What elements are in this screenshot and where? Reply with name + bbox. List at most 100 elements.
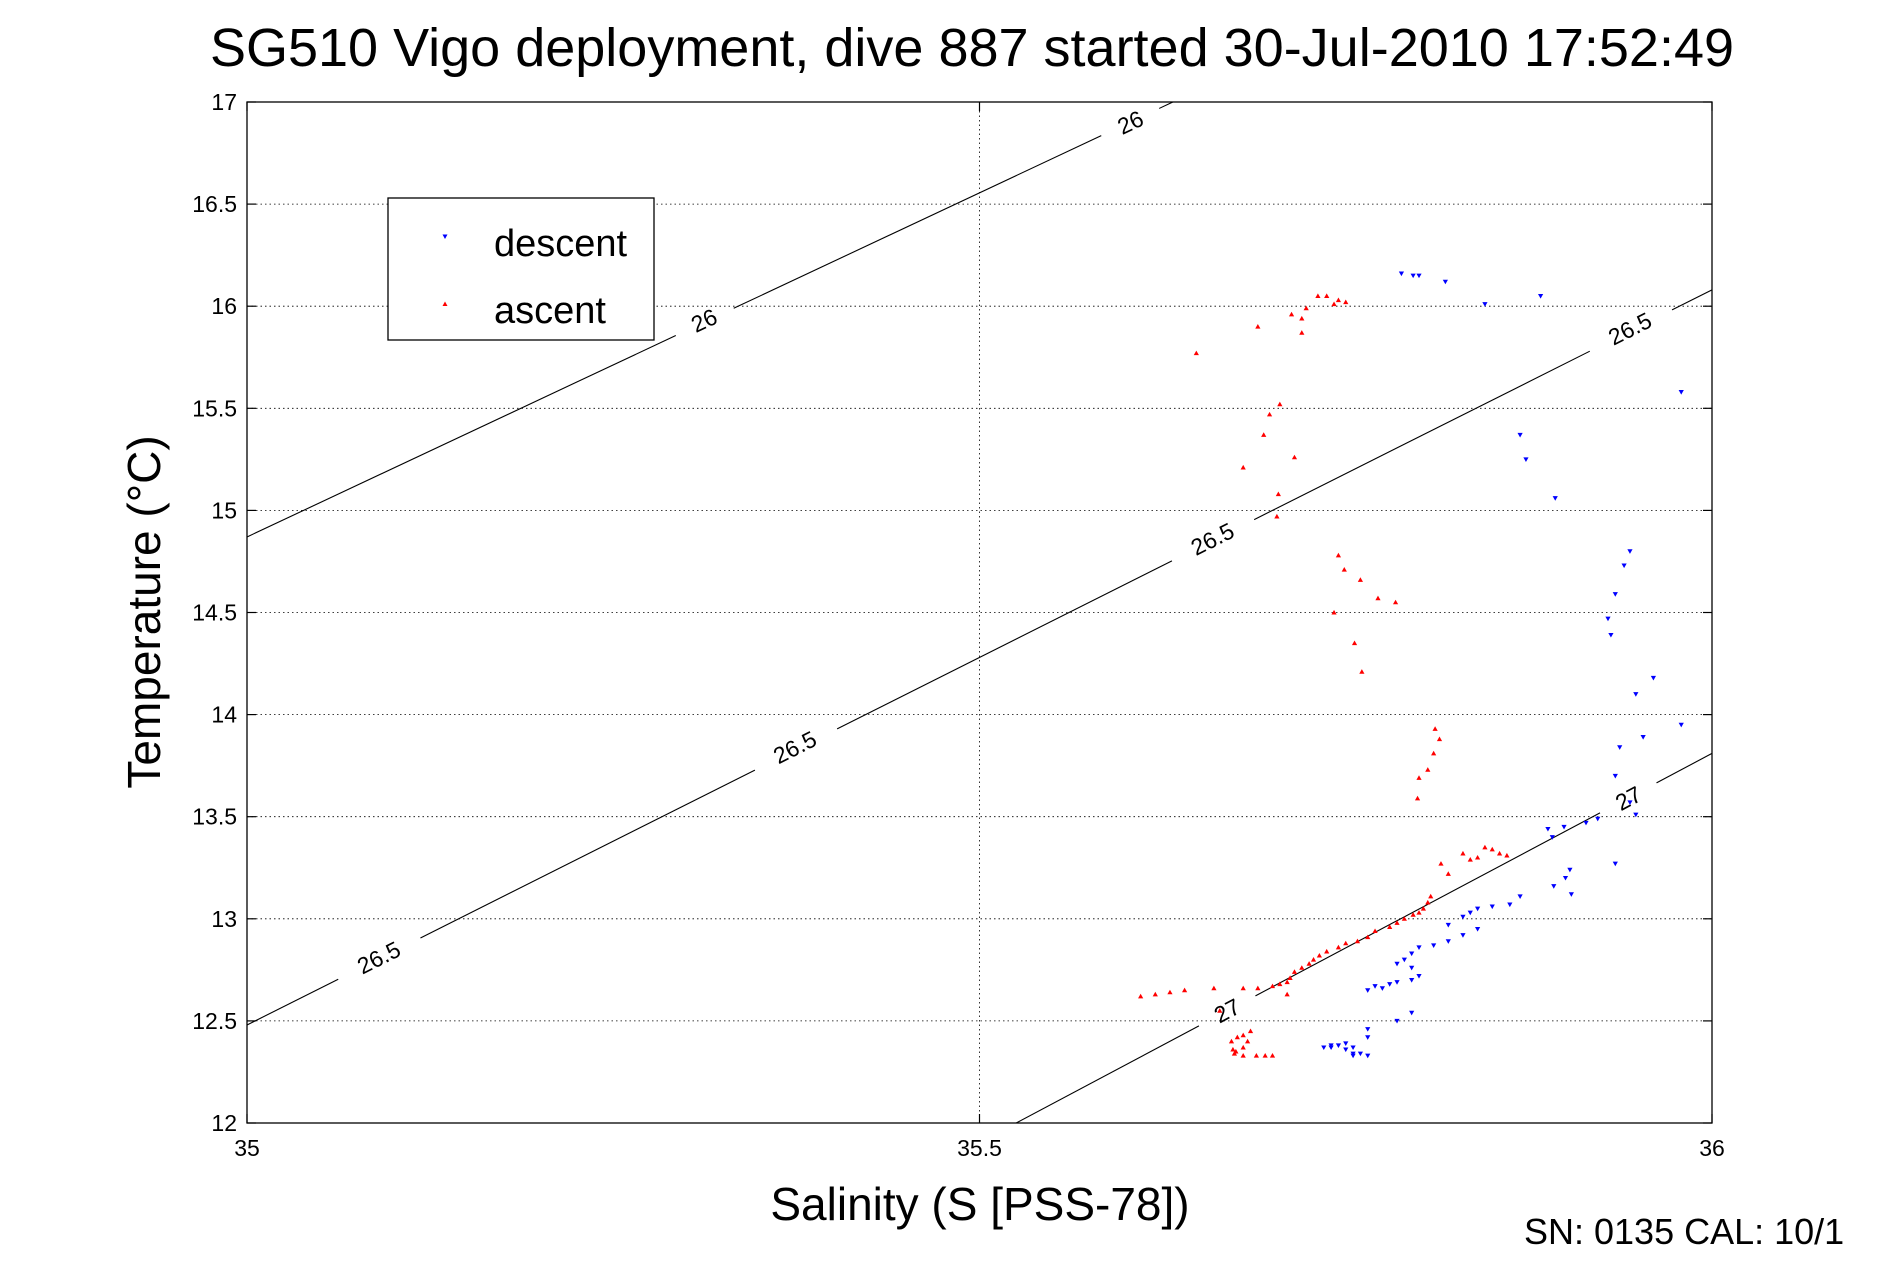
ascent-point <box>1489 846 1495 852</box>
descent-point <box>1627 549 1633 554</box>
ascent-point <box>1354 938 1361 944</box>
chart-title: SG510 Vigo deployment, dive 887 started … <box>210 18 1734 78</box>
x-axis-label: Salinity (S [PSS-78]) <box>770 1178 1189 1230</box>
ascent-point <box>1392 599 1399 605</box>
ascent-point <box>1261 432 1267 437</box>
descent-point <box>1460 933 1466 938</box>
contour-label: 27 <box>1611 781 1646 816</box>
descent-point <box>1394 961 1400 967</box>
contour-line-segment <box>246 335 677 538</box>
descent-point <box>1445 922 1451 928</box>
ascent-point <box>1394 920 1400 925</box>
contour-label: 26.5 <box>769 726 821 769</box>
y-tick-label: 15 <box>211 497 237 523</box>
contour-label: 26.5 <box>1604 307 1656 350</box>
ascent-point <box>1288 311 1295 317</box>
ascent-point <box>1496 850 1503 856</box>
descent-point <box>1640 735 1646 740</box>
descent-point <box>1365 1027 1371 1032</box>
ascent-point <box>1291 454 1298 460</box>
ascent-point <box>1240 985 1246 991</box>
legend-ascent-marker <box>442 301 448 306</box>
descent-point <box>1394 980 1400 985</box>
ascent-point <box>1387 924 1393 929</box>
descent-point <box>1409 965 1415 971</box>
footer-serial-cal: SN: 0135 CAL: 10/1 <box>1524 1211 1844 1252</box>
descent-point <box>1633 692 1639 697</box>
ascent-point <box>1324 293 1330 298</box>
ascent-point <box>1343 299 1349 305</box>
descent-point <box>1678 722 1684 728</box>
descent-point <box>1583 820 1589 826</box>
ascent-point <box>1167 989 1173 995</box>
descent-point <box>1517 432 1523 438</box>
descent-point <box>1551 884 1557 889</box>
ascent-point <box>1467 856 1473 862</box>
contour-label: 26 <box>1113 105 1147 139</box>
ascent-point <box>1416 910 1422 915</box>
ascent-point <box>1316 952 1322 958</box>
ascent-point <box>1255 324 1261 329</box>
x-tick-label: 35.5 <box>957 1135 1002 1161</box>
descent-point <box>1475 906 1481 912</box>
descent-point <box>1445 939 1451 944</box>
ascent-point <box>1416 775 1422 780</box>
descent-point <box>1416 945 1422 950</box>
ascent-point <box>1425 767 1431 772</box>
descent-point <box>1394 1018 1400 1024</box>
legend-ascent-label: ascent <box>494 290 606 332</box>
ascent-point <box>1277 401 1283 407</box>
ascent-point <box>1240 1053 1246 1058</box>
legend: descent ascent <box>387 197 655 341</box>
ascent-point <box>1247 1028 1254 1034</box>
ascent-point <box>1428 893 1434 899</box>
descent-point <box>1357 1051 1363 1057</box>
ascent-point <box>1335 552 1342 558</box>
ascent-point <box>1291 969 1298 974</box>
descent-point <box>1633 812 1639 818</box>
descent-point <box>1612 861 1618 867</box>
ascent-point <box>1262 1053 1268 1058</box>
contour-line-segment <box>733 135 1102 309</box>
descent-point <box>1552 496 1558 501</box>
x-tick-label: 35 <box>234 1135 260 1161</box>
contour-line-segment <box>1253 350 1591 521</box>
descent-point <box>1365 1035 1371 1040</box>
contour-line-segment <box>246 978 339 1026</box>
descent-point <box>1545 826 1551 832</box>
descent-point <box>1537 293 1544 299</box>
descent-point <box>1562 875 1569 881</box>
descent-point <box>1365 988 1371 993</box>
descent-point <box>1401 957 1407 963</box>
ascent-point <box>1306 961 1312 966</box>
descent-point <box>1379 986 1385 991</box>
descent-point <box>1343 1047 1349 1053</box>
ascent-point <box>1299 330 1305 335</box>
descent-point <box>1650 675 1656 681</box>
ascent-point <box>1193 350 1199 356</box>
ascent-point <box>1482 844 1488 850</box>
y-tick-label: 13 <box>211 906 237 932</box>
contour-label: 26 <box>687 303 721 337</box>
ascent-point <box>1275 491 1281 497</box>
descent-point <box>1350 1051 1356 1057</box>
y-tick-label: 14.5 <box>192 600 237 626</box>
ascent-point <box>1269 1053 1276 1058</box>
ascent-point <box>1357 577 1363 582</box>
ascent-point <box>1287 975 1293 981</box>
descent-point <box>1678 389 1684 395</box>
descent-point <box>1350 1045 1356 1051</box>
ascent-point <box>1335 944 1342 950</box>
descent-point <box>1567 867 1573 873</box>
descent-point <box>1482 302 1488 307</box>
legend-descent-marker <box>442 234 448 239</box>
ascent-point <box>1217 1008 1223 1013</box>
ascent-point <box>1152 991 1158 997</box>
descent-point <box>1561 824 1567 830</box>
contour-line-segment <box>1656 752 1713 784</box>
y-tick-label: 12.5 <box>192 1008 237 1034</box>
ascent-point <box>1234 1034 1240 1040</box>
ascent-point <box>1436 736 1443 742</box>
ascent-point <box>1504 852 1510 858</box>
descent-point <box>1409 978 1415 983</box>
